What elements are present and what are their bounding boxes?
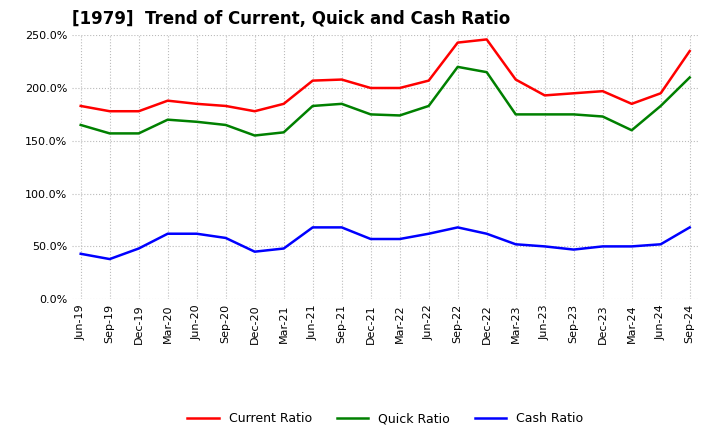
Quick Ratio (338, 101, 346, 106)
Quick Ratio (192, 119, 201, 125)
Current Ratio (338, 77, 346, 82)
Current Ratio (221, 103, 230, 109)
Current Ratio (511, 77, 520, 82)
Current Ratio (570, 91, 578, 96)
Cash Ratio (338, 225, 346, 230)
Cash Ratio (395, 236, 404, 242)
Quick Ratio (454, 64, 462, 70)
Current Ratio (163, 98, 172, 103)
Cash Ratio (135, 246, 143, 251)
Quick Ratio (598, 114, 607, 119)
Quick Ratio (482, 70, 491, 75)
Cash Ratio (424, 231, 433, 236)
Quick Ratio (366, 112, 375, 117)
Cash Ratio (570, 247, 578, 252)
Quick Ratio (135, 131, 143, 136)
Cash Ratio (598, 244, 607, 249)
Cash Ratio (192, 231, 201, 236)
Quick Ratio (657, 103, 665, 109)
Cash Ratio (105, 257, 114, 262)
Quick Ratio (627, 128, 636, 133)
Quick Ratio (221, 122, 230, 128)
Current Ratio (454, 40, 462, 45)
Current Ratio (424, 78, 433, 83)
Cash Ratio (482, 231, 491, 236)
Cash Ratio (541, 244, 549, 249)
Line: Current Ratio: Current Ratio (81, 40, 690, 111)
Quick Ratio (395, 113, 404, 118)
Quick Ratio (163, 117, 172, 122)
Current Ratio (685, 48, 694, 54)
Current Ratio (251, 109, 259, 114)
Current Ratio (366, 85, 375, 91)
Current Ratio (598, 88, 607, 94)
Current Ratio (192, 101, 201, 106)
Current Ratio (105, 109, 114, 114)
Cash Ratio (454, 225, 462, 230)
Legend: Current Ratio, Quick Ratio, Cash Ratio: Current Ratio, Quick Ratio, Cash Ratio (182, 407, 588, 430)
Current Ratio (395, 85, 404, 91)
Line: Cash Ratio: Cash Ratio (81, 227, 690, 259)
Quick Ratio (511, 112, 520, 117)
Current Ratio (279, 101, 288, 106)
Cash Ratio (627, 244, 636, 249)
Current Ratio (308, 78, 317, 83)
Cash Ratio (163, 231, 172, 236)
Current Ratio (76, 103, 85, 109)
Current Ratio (657, 91, 665, 96)
Cash Ratio (221, 235, 230, 241)
Quick Ratio (251, 133, 259, 138)
Quick Ratio (685, 75, 694, 80)
Quick Ratio (76, 122, 85, 128)
Cash Ratio (511, 242, 520, 247)
Cash Ratio (251, 249, 259, 254)
Cash Ratio (685, 225, 694, 230)
Quick Ratio (570, 112, 578, 117)
Quick Ratio (424, 103, 433, 109)
Current Ratio (627, 101, 636, 106)
Current Ratio (482, 37, 491, 42)
Line: Quick Ratio: Quick Ratio (81, 67, 690, 136)
Current Ratio (541, 93, 549, 98)
Quick Ratio (105, 131, 114, 136)
Cash Ratio (279, 246, 288, 251)
Quick Ratio (308, 103, 317, 109)
Quick Ratio (541, 112, 549, 117)
Cash Ratio (308, 225, 317, 230)
Current Ratio (135, 109, 143, 114)
Quick Ratio (279, 130, 288, 135)
Text: [1979]  Trend of Current, Quick and Cash Ratio: [1979] Trend of Current, Quick and Cash … (72, 10, 510, 28)
Cash Ratio (657, 242, 665, 247)
Cash Ratio (366, 236, 375, 242)
Cash Ratio (76, 251, 85, 257)
